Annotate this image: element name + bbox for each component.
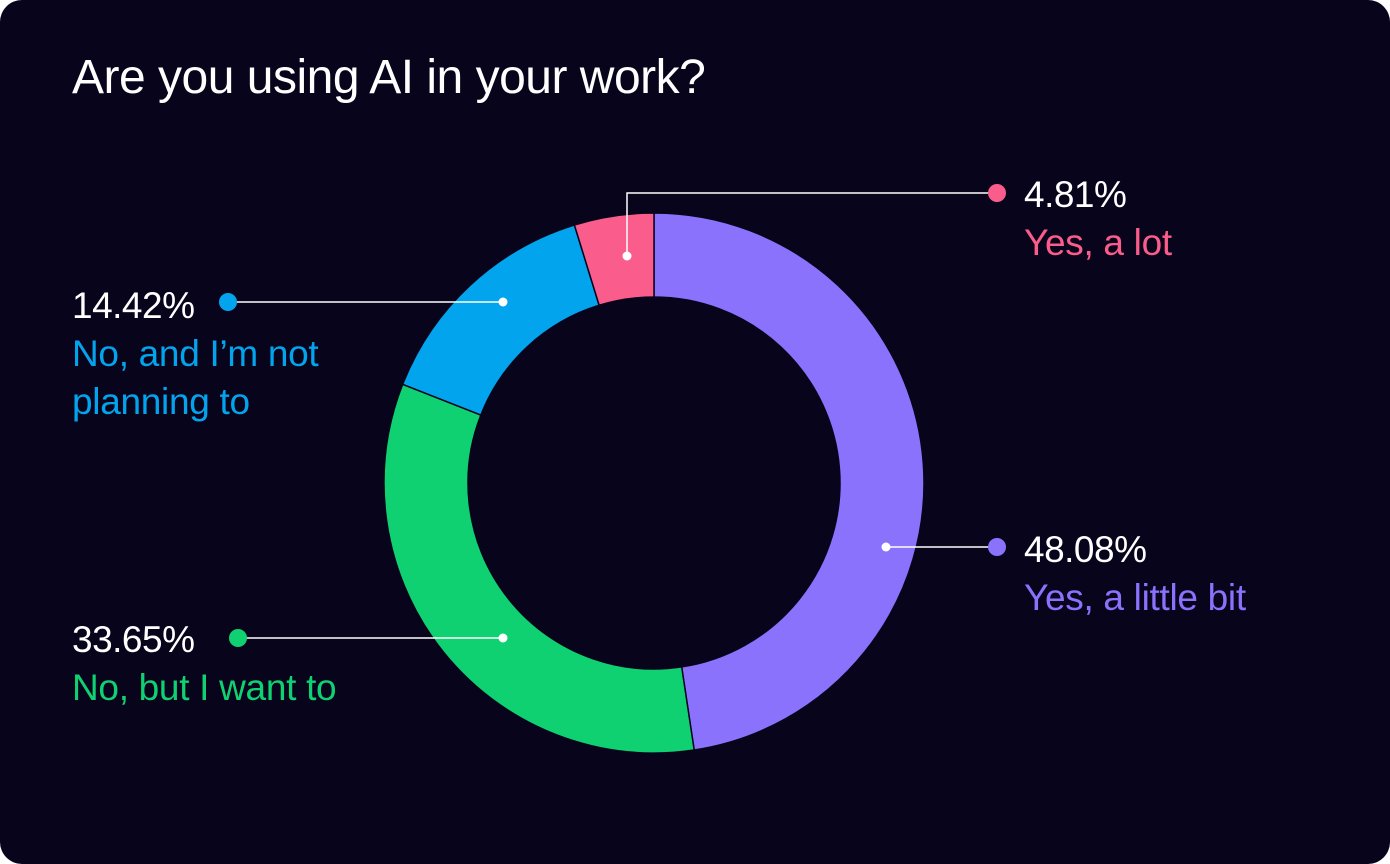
leader-no-not-planning-color-dot <box>219 293 237 311</box>
slice-category-no-not-planning-line2: planning to <box>72 381 250 422</box>
slice-value-yes-a-lot: 4.81% <box>1024 174 1127 215</box>
leader-yes-little-bit-color-dot <box>988 538 1006 556</box>
donut-slices <box>383 212 925 754</box>
slice-value-no-not-planning: 14.42% <box>72 285 195 326</box>
slice-category-no-but-want: No, but I want to <box>72 667 337 708</box>
slice-no-not-planning <box>401 224 601 417</box>
slice-label-yes-little-bit: 48.08% Yes, a little bit <box>1024 526 1246 622</box>
slice-value-yes-little-bit: 48.08% <box>1024 529 1147 570</box>
leader-yes-a-lot-anchor-dot <box>622 251 632 261</box>
chart-title: Are you using AI in your work? <box>72 51 706 104</box>
slice-no-but-want <box>383 383 696 754</box>
slice-value-no-but-want: 33.65% <box>72 619 195 660</box>
slice-yes-little-bit <box>653 212 925 751</box>
leader-yes-a-lot-color-dot <box>988 184 1006 202</box>
slice-label-no-not-planning: 14.42% No, and I’m not planning to <box>72 282 319 426</box>
slice-category-no-not-planning-line1: No, and I’m not <box>72 333 319 374</box>
leader-lines <box>219 184 1006 647</box>
slice-category-yes-little-bit: Yes, a little bit <box>1024 577 1246 618</box>
slice-label-yes-a-lot: 4.81% Yes, a lot <box>1024 171 1172 267</box>
leader-yes-little-bit-anchor-dot <box>881 542 891 552</box>
leader-no-but-want-anchor-dot <box>498 633 508 643</box>
leader-no-not-planning-anchor-dot <box>498 297 508 307</box>
slice-category-yes-a-lot: Yes, a lot <box>1024 222 1172 263</box>
leader-yes-a-lot <box>626 192 997 256</box>
leader-no-but-want-color-dot <box>229 629 247 647</box>
slice-label-no-but-want: 33.65% No, but I want to <box>72 616 337 712</box>
slice-yes-a-lot <box>573 212 655 307</box>
